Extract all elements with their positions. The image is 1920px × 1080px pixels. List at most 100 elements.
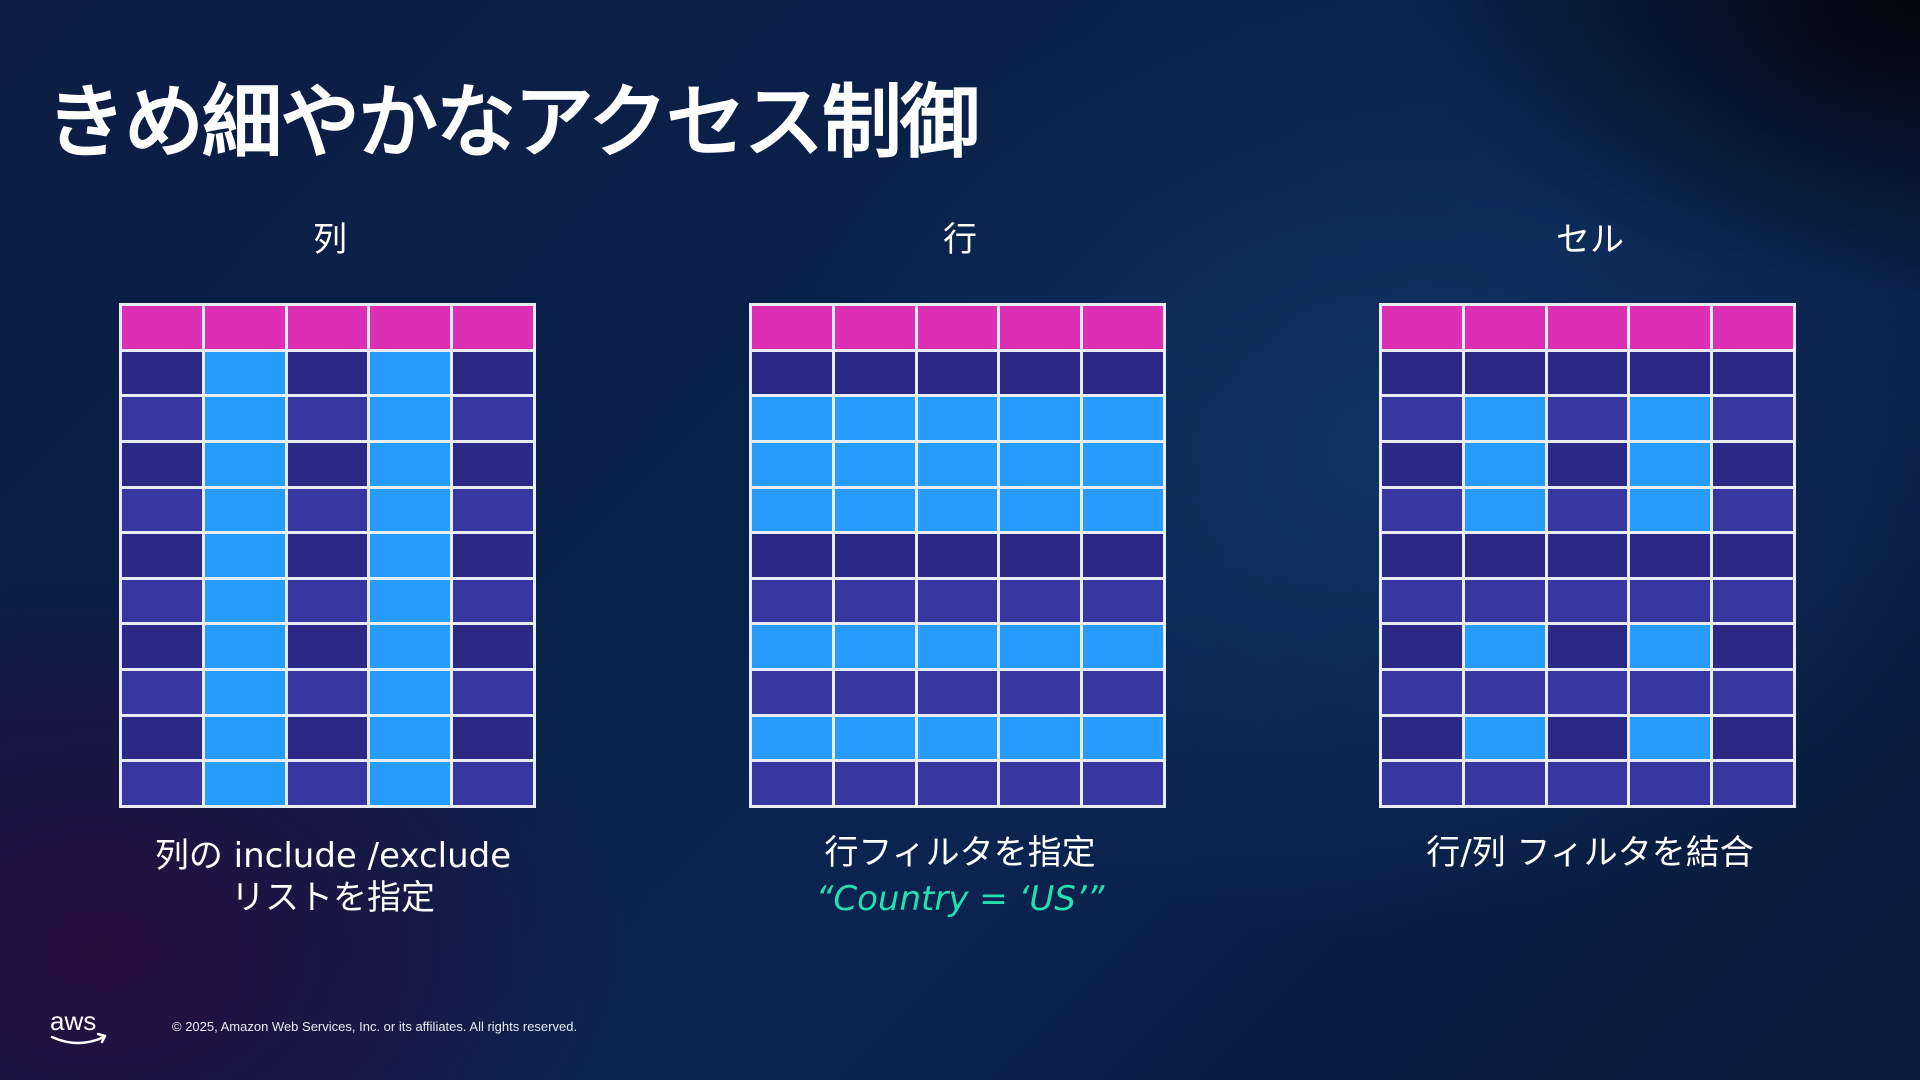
data-cell — [287, 762, 368, 805]
data-cell — [453, 488, 533, 532]
data-cell — [122, 488, 202, 532]
highlighted-cell — [834, 625, 915, 669]
filter-expression: “Country = ‘US’” — [815, 879, 1105, 919]
highlighted-cell — [1083, 625, 1163, 669]
data-cell — [1713, 762, 1793, 805]
header-cell — [1547, 306, 1628, 349]
column-filter-grid — [119, 303, 536, 808]
caption-column-line-2: リストを指定 — [231, 878, 435, 918]
data-cell — [1547, 671, 1628, 714]
data-cell — [453, 397, 533, 440]
data-cell — [453, 671, 533, 714]
data-cell — [834, 671, 915, 714]
data-cell — [752, 534, 832, 577]
highlighted-cell — [917, 442, 998, 486]
data-cell — [834, 534, 915, 577]
highlighted-cell — [1000, 488, 1081, 532]
data-cell — [1713, 351, 1793, 395]
data-cell — [122, 762, 202, 805]
data-cell — [752, 351, 832, 395]
data-cell — [1083, 579, 1163, 623]
data-cell — [453, 762, 533, 805]
highlighted-cell — [834, 397, 915, 440]
data-cell — [453, 579, 533, 623]
data-cell — [1547, 534, 1628, 577]
data-cell — [834, 351, 915, 395]
data-cell — [1464, 351, 1545, 395]
highlighted-cell — [1083, 716, 1163, 760]
data-cell — [834, 762, 915, 805]
data-cell — [1713, 716, 1793, 760]
highlighted-cell — [752, 716, 832, 760]
data-cell — [834, 579, 915, 623]
highlighted-cell — [1000, 442, 1081, 486]
data-cell — [1382, 671, 1462, 714]
highlighted-cell — [370, 351, 451, 395]
caption-cell: 行/列 フィルタを結合 — [1360, 832, 1820, 874]
data-cell — [1547, 488, 1628, 532]
highlighted-cell — [1083, 397, 1163, 440]
highlighted-cell — [752, 488, 832, 532]
data-cell — [1083, 351, 1163, 395]
data-cell — [1464, 762, 1545, 805]
data-cell — [1547, 351, 1628, 395]
data-cell — [453, 351, 533, 395]
data-cell — [1713, 442, 1793, 486]
highlighted-cell — [1464, 442, 1545, 486]
data-cell — [1713, 488, 1793, 532]
header-cell — [917, 306, 998, 349]
data-cell — [122, 397, 202, 440]
data-cell — [1464, 671, 1545, 714]
caption-column-line-1: 列の include /exclude — [154, 836, 512, 876]
header-cell — [1382, 306, 1462, 349]
data-cell — [1630, 579, 1711, 623]
data-cell — [122, 671, 202, 714]
data-cell — [1547, 625, 1628, 669]
data-cell — [1547, 762, 1628, 805]
row-filter-grid — [749, 303, 1166, 808]
data-cell — [1630, 762, 1711, 805]
highlighted-cell — [834, 442, 915, 486]
highlighted-cell — [370, 762, 451, 805]
highlighted-cell — [1630, 442, 1711, 486]
data-cell — [917, 534, 998, 577]
data-cell — [1547, 579, 1628, 623]
data-cell — [287, 351, 368, 395]
data-cell — [1630, 351, 1711, 395]
data-cell — [122, 442, 202, 486]
data-cell — [122, 579, 202, 623]
header-cell — [1630, 306, 1711, 349]
header-cell — [453, 306, 533, 349]
data-cell — [287, 488, 368, 532]
aws-logo-text: aws — [50, 1006, 96, 1036]
data-cell — [1382, 625, 1462, 669]
highlighted-cell — [204, 351, 285, 395]
highlighted-cell — [917, 397, 998, 440]
highlighted-cell — [204, 442, 285, 486]
data-cell — [1382, 716, 1462, 760]
data-cell — [122, 625, 202, 669]
data-cell — [287, 442, 368, 486]
data-cell — [453, 625, 533, 669]
data-cell — [752, 762, 832, 805]
data-cell — [1382, 534, 1462, 577]
highlighted-cell — [1083, 442, 1163, 486]
highlighted-cell — [370, 716, 451, 760]
highlighted-cell — [370, 579, 451, 623]
caption-column: 列の include /exclude リストを指定 — [103, 835, 563, 919]
data-cell — [122, 351, 202, 395]
highlighted-cell — [1630, 716, 1711, 760]
highlighted-cell — [917, 488, 998, 532]
highlighted-cell — [917, 625, 998, 669]
data-cell — [1630, 534, 1711, 577]
header-cell — [204, 306, 285, 349]
highlighted-cell — [1630, 488, 1711, 532]
highlighted-cell — [204, 397, 285, 440]
data-cell — [917, 762, 998, 805]
data-cell — [1000, 351, 1081, 395]
highlighted-cell — [204, 534, 285, 577]
highlighted-cell — [204, 762, 285, 805]
data-cell — [287, 625, 368, 669]
data-cell — [122, 716, 202, 760]
panel-label-column: 列 — [313, 220, 347, 260]
